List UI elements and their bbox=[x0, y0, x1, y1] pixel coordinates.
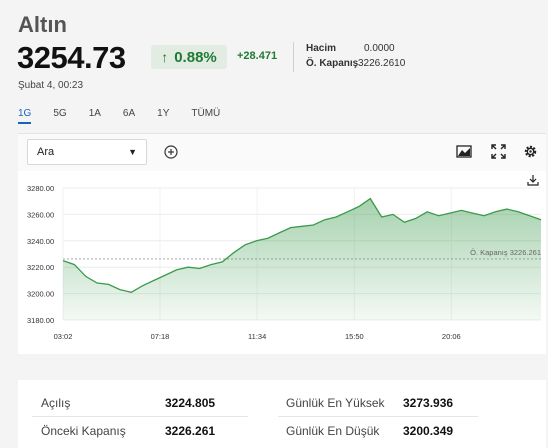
stat-day-low-value: 3200.349 bbox=[403, 424, 454, 438]
current-price: 3254.73 bbox=[17, 40, 126, 75]
chart-type-icon[interactable] bbox=[456, 144, 472, 163]
reference-line-label: Ö. Kapanış 3226.261 bbox=[470, 248, 541, 257]
price-chart[interactable]: 3180.00 3200.00 3220.00 3240.00 3260.00 3280.… bbox=[18, 171, 546, 354]
stat-prev-close-value: 3226.261 bbox=[165, 424, 216, 438]
search-select[interactable]: Ara ▼ bbox=[27, 139, 147, 165]
range-tabs: 1G 5G 1A 6A 1Y TÜMÜ bbox=[18, 108, 242, 124]
download-icon[interactable] bbox=[527, 175, 539, 186]
fullscreen-icon[interactable] bbox=[491, 144, 506, 164]
change-absolute: +28.471 bbox=[237, 50, 278, 62]
x-tick-label: 20:06 bbox=[442, 332, 461, 341]
tab-all[interactable]: TÜMÜ bbox=[191, 108, 221, 119]
y-tick-label: 3260.00 bbox=[27, 210, 54, 219]
chart-area[interactable]: 3180.00 3200.00 3220.00 3240.00 3260.00 3280.… bbox=[18, 171, 546, 354]
tab-1y[interactable]: 1Y bbox=[157, 108, 170, 119]
tab-6a[interactable]: 6A bbox=[122, 108, 136, 119]
header-divider bbox=[293, 42, 294, 72]
stat-day-low-label: Günlük En Düşük bbox=[286, 424, 380, 438]
stat-divider bbox=[32, 416, 248, 417]
stat-day-high-label: Günlük En Yüksek bbox=[286, 396, 385, 410]
x-tick-label: 03:02 bbox=[54, 332, 73, 341]
x-tick-label: 15:50 bbox=[345, 332, 364, 341]
stat-open-value: 3224.805 bbox=[165, 396, 216, 410]
price-line bbox=[62, 197, 542, 293]
search-select-value: Ara bbox=[37, 146, 55, 158]
stats-panel bbox=[18, 380, 546, 448]
y-tick-label: 3180.00 bbox=[27, 316, 54, 325]
change-percent-badge: ↑ 0.88% bbox=[151, 45, 227, 69]
tab-1g[interactable]: 1G bbox=[18, 108, 32, 124]
y-tick-label: 3240.00 bbox=[27, 237, 54, 246]
x-tick-label: 07:18 bbox=[151, 332, 170, 341]
change-percent-value: 0.88% bbox=[174, 48, 217, 66]
plus-circle-icon[interactable] bbox=[164, 145, 178, 164]
arrow-up-icon: ↑ bbox=[161, 49, 169, 65]
tab-1a[interactable]: 1A bbox=[88, 108, 101, 119]
caret-down-icon: ▼ bbox=[128, 147, 137, 157]
y-tick-label: 3280.00 bbox=[27, 184, 54, 193]
settings-icon[interactable] bbox=[523, 144, 538, 164]
price-area bbox=[63, 198, 541, 320]
stat-open-label: Açılış bbox=[41, 396, 71, 410]
prev-close-value: 3226.2610 bbox=[358, 58, 406, 69]
prev-close-label: Ö. Kapanış bbox=[306, 58, 359, 69]
timestamp: Şubat 4, 00:23 bbox=[18, 80, 84, 91]
stat-prev-close-label: Önceki Kapanış bbox=[41, 424, 126, 438]
volume-value: 0.0000 bbox=[364, 43, 395, 54]
x-tick-label: 11:34 bbox=[248, 332, 266, 341]
page-title: Altın bbox=[18, 12, 67, 37]
stat-divider bbox=[278, 416, 478, 417]
tab-5g[interactable]: 5G bbox=[53, 108, 67, 119]
y-tick-label: 3200.00 bbox=[27, 290, 54, 299]
stat-day-high-value: 3273.936 bbox=[403, 396, 454, 410]
y-tick-label: 3220.00 bbox=[27, 263, 54, 272]
volume-label: Hacim bbox=[306, 43, 337, 54]
